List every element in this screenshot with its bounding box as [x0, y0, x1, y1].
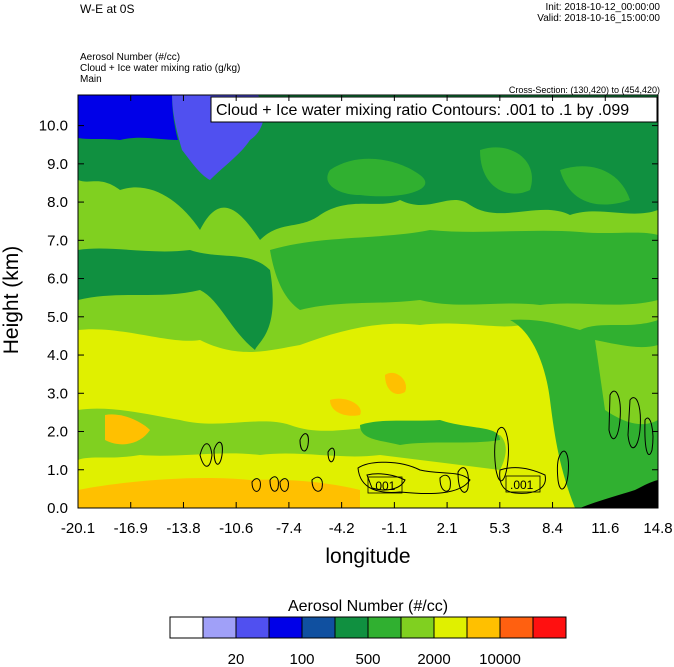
valid-time: Valid: 2018-10-16_15:00:00 [537, 13, 660, 24]
colorbar-swatch [400, 616, 435, 639]
colorbar-labels: 20 100 500 2000 10000 [228, 651, 521, 667]
contour-label: .001 [372, 479, 396, 493]
x-axis: -20.1 -16.9 -13.8 -10.6 -7.4 -4.2 -1.1 2.1 5.3 8.… [61, 95, 673, 537]
colorbar-swatch [532, 616, 567, 639]
y-tick-label: 10.0 [39, 118, 68, 135]
x-tick-label: 2.1 [437, 520, 458, 537]
heatmap-field: .001 .001 [78, 95, 658, 508]
x-tick-label: 8.4 [542, 520, 563, 537]
contour-labels: .001 .001 [367, 475, 541, 494]
contour-label: .001 [510, 478, 534, 492]
y-tick-label: 2.0 [47, 424, 68, 441]
x-axis-label: longitude [325, 545, 410, 568]
field-line-aerosol: Aerosol Number (#/cc) [80, 52, 181, 63]
contour-title-box: Cloud + Ice water mixing ratio Contours:… [210, 96, 658, 123]
x-tick-label: -7.4 [276, 520, 302, 537]
x-tick-label: -20.1 [61, 520, 95, 537]
y-tick-label: 6.0 [47, 271, 68, 288]
colorbar-swatch [499, 616, 534, 639]
colorbar-swatch [202, 616, 237, 639]
y-tick-label: 8.0 [47, 194, 68, 211]
colorbar-swatch [268, 616, 303, 639]
x-tick-label: -4.2 [329, 520, 355, 537]
colorbar-label: 2000 [417, 651, 450, 667]
colorbar-label: 10000 [479, 651, 521, 667]
y-tick-label: 3.0 [47, 385, 68, 402]
y-tick-label: 1.0 [47, 462, 68, 479]
field-line-cloud: Cloud + Ice water mixing ratio (g/kg) [80, 63, 241, 74]
y-tick-label: 7.0 [47, 232, 68, 249]
colorbar-swatch [334, 616, 369, 639]
x-tick-label: -10.6 [219, 520, 253, 537]
plot-frame [77, 94, 659, 509]
plot-title: W-E at 0S [80, 2, 135, 16]
field-line-main: Main [80, 74, 102, 85]
colorbar-swatch [433, 616, 468, 639]
x-tick-label: -16.9 [114, 520, 148, 537]
y-tick-label: 4.0 [47, 347, 68, 364]
x-tick-label: 5.3 [489, 520, 510, 537]
colorbar-swatch [301, 616, 336, 639]
colorbar-swatch [466, 616, 501, 639]
x-tick-label: 11.6 [591, 520, 619, 537]
colorbar-label: 20 [228, 651, 245, 667]
colorbar [169, 616, 567, 639]
colorbar-title: Aerosol Number (#/cc) [288, 598, 448, 615]
y-tick-label: 5.0 [47, 309, 68, 326]
colorbar-swatch [169, 616, 204, 639]
contour-title: Cloud + Ice water mixing ratio Contours:… [216, 102, 629, 119]
y-tick-label: 9.0 [47, 156, 68, 173]
x-tick-label: -1.1 [381, 520, 407, 537]
x-tick-label: -13.8 [166, 520, 200, 537]
y-tick-label: 0.0 [47, 500, 68, 517]
y-axis: 0.0 1.0 2.0 3.0 4.0 5.0 6.0 7.0 8.0 9.0 10.0 [39, 118, 658, 517]
colorbar-swatch [235, 616, 270, 639]
y-axis-label: Height (km) [0, 246, 23, 355]
x-tick-label: 14.8 [643, 520, 672, 537]
cross-section-label: Cross-Section: (130,420) to (454,420) [508, 85, 660, 95]
colorbar-label: 500 [355, 651, 380, 667]
init-time: Init: 2018-10-12_00:00:00 [545, 2, 660, 13]
colorbar-label: 100 [289, 651, 314, 667]
colorbar-swatch [367, 616, 402, 639]
